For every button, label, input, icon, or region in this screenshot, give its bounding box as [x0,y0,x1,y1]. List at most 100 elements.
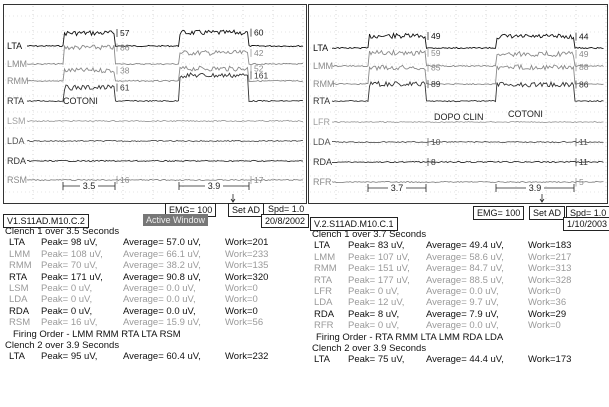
interval-label-bg [388,183,406,192]
record-date-v1: 20/8/2002 [261,214,310,228]
clench2-title-v1: Clench 2 over 3.9 Seconds [5,339,120,351]
channel-label-lda: LDA [313,137,331,147]
emg-trace-lsm [26,119,304,123]
header-v1-top: EMG= 100 Set AD Spd= 1.0 [3,203,308,217]
level-value-lda: 11 [579,137,588,147]
channel-label-lsm: LSM [7,116,26,126]
emg-trace-rsm [26,178,304,182]
stats-work: Work=0 [528,285,561,297]
stats-work: Work=36 [528,297,567,309]
emg-trace-rda [27,159,304,163]
stats-row-rda: RDA Peak= 8 uV, Average= 7.9 uV, Work=29 [312,309,608,320]
stats-row-rmm: RMM Peak= 151 uV, Average= 84.7 uV, Work=31… [312,263,608,274]
level-value-rda: 8 [431,157,436,167]
stats-row-lda: LDA Peak= 0 uV, Average= 0.0 uV, Work=0 [5,294,305,305]
set-button-v2[interactable]: Set AD [529,206,566,220]
emg-trace-rmm [331,63,604,86]
stats-average: Average= 0.0 uV, [123,282,196,294]
stats-work: Work=201 [225,237,269,249]
stats-work: Work=0 [225,282,258,294]
level-value-lmm: 59 [431,48,441,58]
emg-graph-v1: LTA 57 60 LMM 86 42 RMM 38 52 RTA 61 161 LSM LDA RDA RS… [3,4,307,204]
record-date-v2: 1/10/2003 [563,217,609,231]
channel-label-lmm: LMM [7,59,27,69]
level-value-lmm: 49 [579,49,589,59]
clench2-work: Work=232 [225,351,269,363]
channel-label-lfr: LFR [313,117,331,127]
clench2-channel: LTA [9,351,26,363]
channel-label-rta: RTA [313,96,330,106]
stats-channel: LSM [9,282,29,294]
stats-average: Average= 90.8 uV, [123,271,201,283]
graph-frame [308,4,608,204]
stats-work: Work=183 [528,240,572,252]
emg-trace-lmm [26,44,304,66]
clench1-title-v1: Clench 1 over 3.5 Seconds [5,226,120,237]
channel-label-lmm: LMM [313,61,333,71]
stats-v1: Clench 1 over 3.5 Seconds LTA Peak= 98 uV… [5,226,305,363]
stats-row-rmm: RMM Peak= 70 uV, Average= 38.2 uV, Work=135 [5,260,305,271]
channel-label-rda: RDA [7,156,26,166]
level-value-lda: 10 [431,137,441,147]
stats-rows-v2: LTA Peak= 83 uV, Average= 49.4 uV, Work=183… [312,240,608,331]
level-value-lta: 49 [431,31,441,41]
channel-label-rsm: RSM [7,175,27,185]
stats-work: Work=233 [225,248,269,260]
annotation-cotoni: COTONI [63,96,98,106]
stats-peak: Peak= 171 uV, [41,271,103,283]
channel-label-rmm: RMM [313,79,335,89]
level-value-rta: 89 [431,79,441,89]
emg-gain-v1: EMG= 100 [165,203,217,217]
clench1-title-v2: Clench 1 over 3.7 Seconds [312,229,427,240]
stats-rows-v1: LTA Peak= 98 uV, Average= 57.0 uV, Work=201… [5,237,305,328]
stats-average: Average= 0.0 uV, [123,294,196,306]
set-button-v1[interactable]: Set AD [228,203,265,217]
cursor-arrow-icon [539,194,545,203]
level-value-lmm: 42 [254,48,264,58]
record-name-v1: V1.S11AD.M10.C.2 [3,214,89,228]
stats-row-rfr: RFR Peak= 0 uV, Average= 0.0 uV, Work=0 [312,320,608,331]
stats-channel: RSM [9,317,31,329]
clench2-title-v2: Clench 2 over 3.9 Seconds [312,342,427,354]
level-value-rmm: 38 [120,65,130,75]
level-value-rta: 86 [579,79,589,89]
level-value-rta: 161 [254,70,268,80]
stats-row-lda: LDA Peak= 12 uV, Average= 9.7 uV, Work=36 [312,297,608,308]
stats-average: Average= 49.4 uV, [426,240,504,252]
graph-frame [3,4,307,204]
channel-label-lda: LDA [7,136,25,146]
level-value-rta: 61 [120,83,130,93]
firing-order-v2: Firing Order - RTA RMM LTA LMM RDA LDA [316,331,504,343]
stats-peak: Peak= 0 uV, [348,285,400,297]
level-value-lmm: 86 [120,42,130,52]
stats-row-rta: RTA Peak= 177 uV, Average= 88.5 uV, Work=32… [312,275,608,286]
stats-peak: Peak= 0 uV, [41,282,93,294]
emg-trace-lmm [331,48,604,68]
stats-peak: Peak= 151 uV, [348,263,410,275]
stats-peak: Peak= 16 uV, [41,317,98,329]
speed-v1: Spd= 1.0 [268,204,305,214]
stats-row-lfr: LFR Peak= 0 uV, Average= 0.0 uV, Work=0 [312,286,608,297]
emg-trace-rta [331,80,604,103]
channel-label-lta: LTA [313,43,328,53]
level-value-rfr: 5 [579,177,584,187]
active-window-badge[interactable]: Active Window [143,214,209,226]
interval-label-bg [526,183,544,192]
stats-channel: RTA [9,271,28,283]
channel-label-lta: LTA [7,41,22,51]
stats-average: Average= 57.0 uV, [123,237,201,249]
stats-row-rta: RTA Peak= 171 uV, Average= 90.8 uV, Work=32… [5,272,305,283]
stats-peak: Peak= 98 uV, [41,237,98,249]
stats-work: Work=0 [225,305,258,317]
clench2-row-v1: LTA Peak= 95 uV, Average= 60.4 uV, Work=… [5,351,305,362]
stats-work: Work=217 [528,251,572,263]
stats-row-lmm: LMM Peak= 107 uV, Average= 58.6 uV, Work=21… [312,252,608,263]
stats-peak: Peak= 0 uV, [41,305,93,317]
stats-peak: Peak= 83 uV, [348,240,405,252]
stats-row-lmm: LMM Peak= 108 uV, Average= 66.1 uV, Work=23… [5,249,305,260]
stats-peak: Peak= 70 uV, [41,260,98,272]
clench2-row-v2: LTA Peak= 75 uV, Average= 44.4 uV, Work=… [312,354,608,365]
stats-work: Work=0 [528,320,561,332]
firing-order-v1: Firing Order - LMM RMM RTA LTA RSM [13,328,181,340]
